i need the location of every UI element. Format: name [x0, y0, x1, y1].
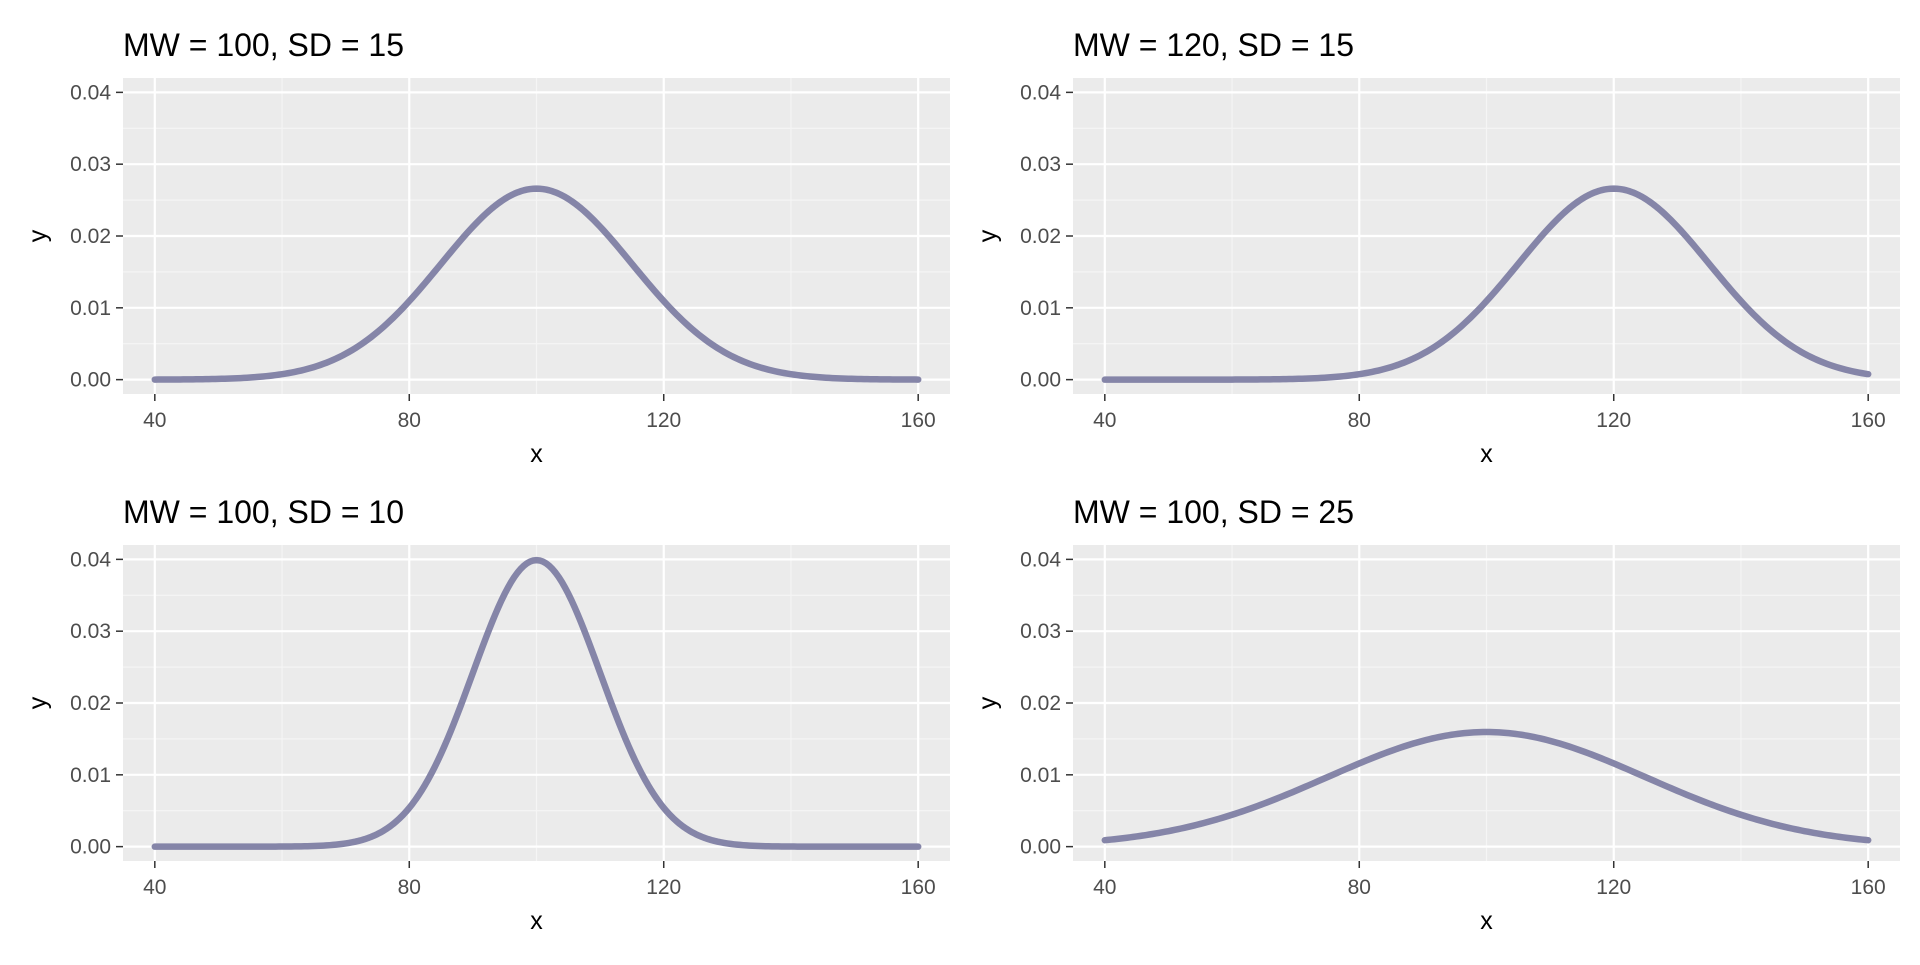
- y-tick-label: 0.01: [1020, 764, 1061, 787]
- y-tick-label: 0.03: [1020, 620, 1061, 643]
- x-tick-label: 80: [1348, 409, 1371, 432]
- x-tick-label: 120: [1596, 409, 1631, 432]
- y-axis-label: y: [974, 229, 1002, 242]
- y-tick-label: 0.02: [1020, 692, 1061, 715]
- x-axis-label: x: [1480, 440, 1493, 468]
- x-tick-label: 120: [646, 409, 681, 432]
- x-tick-label: 40: [143, 876, 166, 899]
- y-tick-label: 0.00: [1020, 369, 1061, 392]
- x-tick-label: 160: [1851, 876, 1886, 899]
- x-tick-label: 160: [901, 409, 936, 432]
- y-axis-label: y: [24, 696, 52, 709]
- chart-panel-3: 40 80 120 160 0.00 0.01 0.02 0.03 0.04 MW = 100, …: [24, 494, 950, 935]
- y-tick-label: 0.04: [1020, 81, 1061, 104]
- panel-title: MW = 100, SD = 25: [1073, 494, 1354, 530]
- x-tick-label: 160: [901, 876, 936, 899]
- density-curve: [1101, 185, 1872, 383]
- y-tick-label: 0.02: [1020, 225, 1061, 248]
- density-curve: [151, 556, 922, 850]
- x-tick-label: 80: [398, 876, 421, 899]
- y-tick-label: 0.01: [1020, 297, 1061, 320]
- x-tick-label: 40: [1093, 409, 1116, 432]
- y-tick-label: 0.04: [70, 548, 111, 571]
- y-axis-label: y: [24, 229, 52, 242]
- x-tick-label: 120: [646, 876, 681, 899]
- x-axis-label: x: [530, 907, 543, 935]
- y-tick-label: 0.01: [70, 764, 111, 787]
- x-tick-label: 80: [1348, 876, 1371, 899]
- panel-title: MW = 120, SD = 15: [1073, 27, 1354, 63]
- x-tick-label: 160: [1851, 409, 1886, 432]
- x-tick-label: 40: [143, 409, 166, 432]
- y-tick-label: 0.02: [70, 692, 111, 715]
- density-curve: [1101, 728, 1872, 844]
- y-tick-label: 0.00: [1020, 836, 1061, 859]
- y-tick-label: 0.03: [70, 153, 111, 176]
- x-tick-label: 80: [398, 409, 421, 432]
- y-tick-label: 0.03: [70, 620, 111, 643]
- y-tick-label: 0.00: [70, 369, 111, 392]
- x-tick-label: 40: [1093, 876, 1116, 899]
- y-tick-label: 0.00: [70, 836, 111, 859]
- y-tick-label: 0.04: [70, 81, 111, 104]
- chart-panel-1: 40 80 120 160 0.00 0.01 0.02 0.03 0.04 MW = 100, …: [24, 27, 950, 468]
- y-tick-label: 0.02: [70, 225, 111, 248]
- density-curve: [151, 185, 922, 383]
- y-axis-label: y: [974, 696, 1002, 709]
- y-tick-label: 0.03: [1020, 153, 1061, 176]
- chart-panel-4: 40 80 120 160 0.00 0.01 0.02 0.03 0.04 MW = 100, …: [974, 494, 1900, 935]
- y-tick-label: 0.01: [70, 297, 111, 320]
- x-axis-label: x: [530, 440, 543, 468]
- chart-panel-2: 40 80 120 160 0.00 0.01 0.02 0.03 0.04 MW = 120, …: [974, 27, 1900, 468]
- panel-title: MW = 100, SD = 15: [123, 27, 404, 63]
- panel-title: MW = 100, SD = 10: [123, 494, 404, 530]
- x-axis-label: x: [1480, 907, 1493, 935]
- y-tick-label: 0.04: [1020, 548, 1061, 571]
- x-tick-label: 120: [1596, 876, 1631, 899]
